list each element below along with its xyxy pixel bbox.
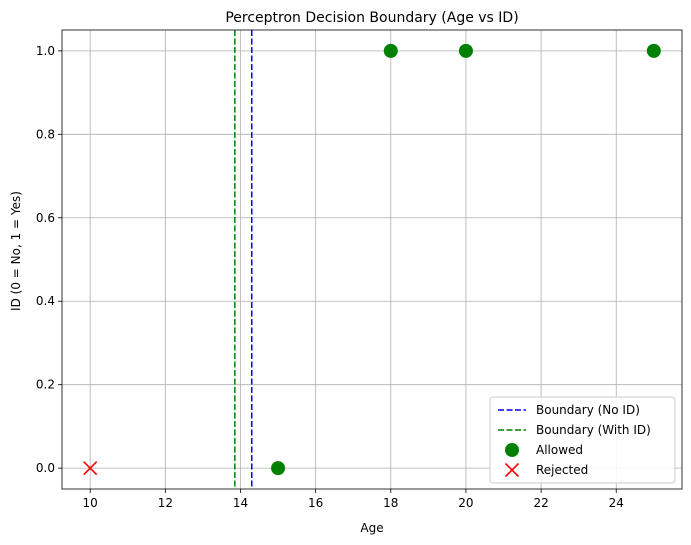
x-tick-label: 10: [83, 496, 98, 510]
data-points: [83, 43, 661, 476]
x-tick-label: 12: [158, 496, 173, 510]
allowed-point: [458, 43, 473, 58]
legend-label: Rejected: [536, 463, 588, 477]
rejected-point: [83, 461, 98, 476]
y-tick-label: 0.8: [36, 127, 55, 141]
y-tick-label: 1.0: [36, 44, 55, 58]
legend-x-swatch: [504, 462, 520, 478]
x-tick-label: 22: [533, 496, 548, 510]
plot-frame: [61, 29, 683, 490]
grid: [62, 30, 682, 489]
x-tick-label: 24: [609, 496, 624, 510]
y-tick-label: 0.0: [36, 461, 55, 475]
x-axis-label: Age: [360, 521, 383, 535]
legend: Boundary (No ID) Boundary (With ID) Allowe…: [489, 396, 676, 484]
boundary-lines: [234, 30, 253, 489]
legend-label: Boundary (With ID): [536, 423, 651, 437]
x-tick-label: 20: [458, 496, 473, 510]
x-tick-label: 16: [308, 496, 323, 510]
allowed-point: [383, 43, 398, 58]
legend-label: Boundary (No ID): [536, 403, 640, 417]
x-axis-ticks: 10 12 14 16 18 20 22 24: [83, 489, 624, 510]
x-tick-label: 14: [233, 496, 248, 510]
legend-circle-swatch: [505, 443, 519, 457]
y-tick-label: 0.6: [36, 211, 55, 225]
y-tick-label: 0.2: [36, 378, 55, 392]
y-tick-label: 0.4: [36, 294, 55, 308]
x-tick-label: 18: [383, 496, 398, 510]
allowed-point: [271, 461, 286, 476]
allowed-point: [646, 43, 661, 58]
y-axis-ticks: 0.0 0.2 0.4 0.6 0.8 1.0: [36, 44, 62, 475]
y-axis-label: ID (0 = No, 1 = Yes): [9, 191, 23, 311]
legend-label: Allowed: [536, 443, 583, 457]
legend-box: [489, 396, 676, 484]
chart-title: Perceptron Decision Boundary (Age vs ID): [225, 10, 518, 26]
